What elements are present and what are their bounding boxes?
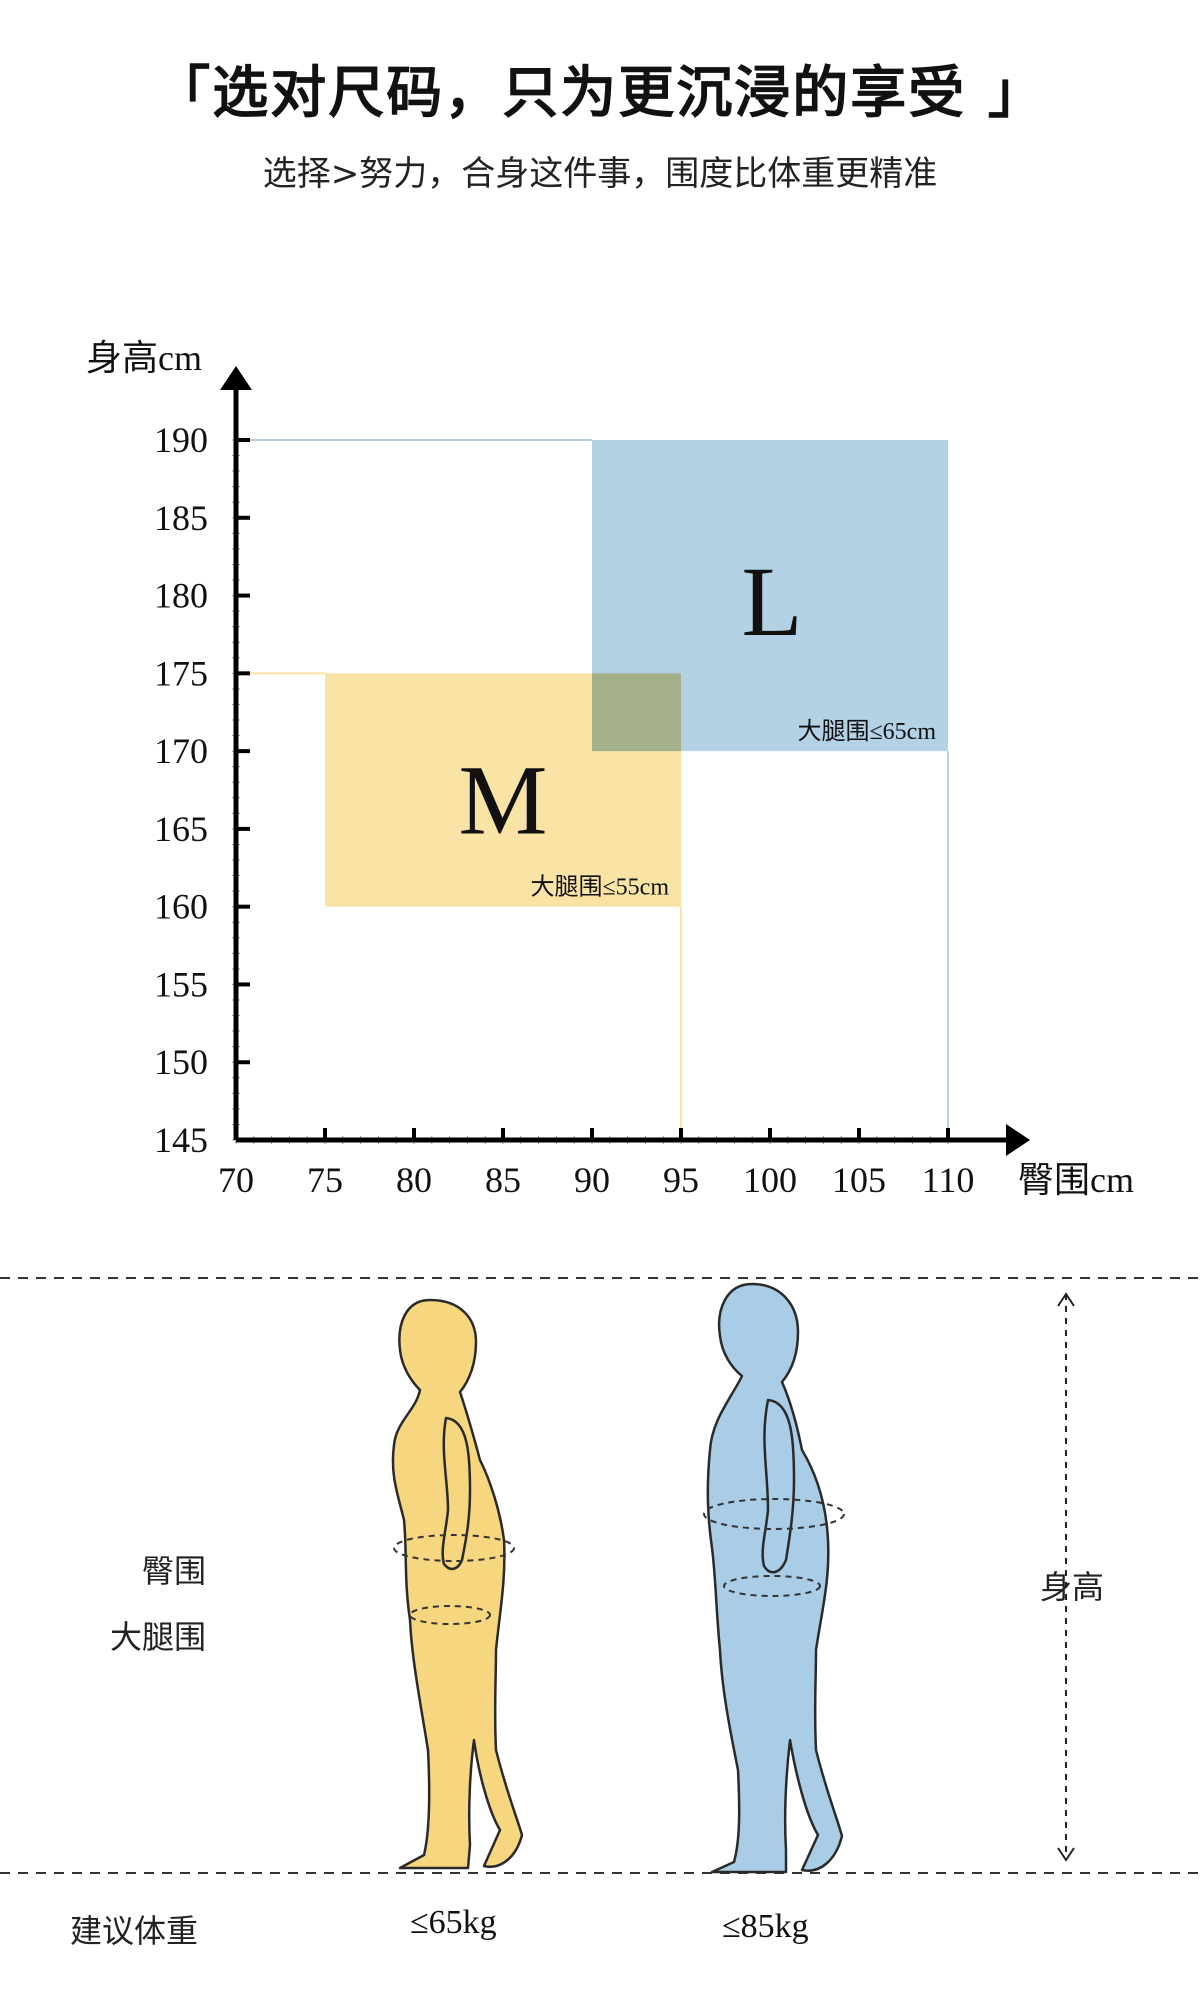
x-tick-label: 110: [922, 1160, 975, 1200]
size-note-m: 大腿围≤55cm: [531, 874, 670, 901]
l-body-figure-icon: [706, 1282, 844, 1874]
y-tick-label: 155: [154, 964, 208, 1004]
x-tick-label: 90: [574, 1160, 610, 1200]
size-region-overlap: [592, 673, 681, 752]
x-tick-label: 75: [307, 1160, 343, 1200]
y-axis-arrow-icon: [220, 366, 252, 390]
y-tick-label: 190: [154, 420, 208, 460]
y-tick-label: 170: [154, 731, 208, 771]
size-note-l: 大腿围≤65cm: [798, 718, 937, 745]
x-tick-label: 95: [663, 1160, 699, 1200]
page-title: 「选对尺码，只为更沉浸的享受 」: [154, 60, 1046, 126]
x-tick-label: 70: [218, 1160, 254, 1200]
axes-layer: [220, 366, 1030, 1156]
size-letter-m: M: [459, 744, 548, 855]
m-body-figure-icon: [391, 1298, 524, 1870]
m-weight-value: ≤65kg: [410, 1904, 497, 1941]
x-tick-label: 105: [832, 1160, 886, 1200]
l-hip-ring-icon: [703, 1498, 845, 1597]
l-weight-value: ≤85kg: [722, 1908, 809, 1945]
x-tick-label: 85: [485, 1160, 521, 1200]
hip-label: 臀围: [142, 1552, 207, 1590]
height-label: 身高: [1040, 1568, 1105, 1606]
suggested-weight-label: 建议体重: [70, 1912, 199, 1950]
m-hip-ring-icon: [393, 1534, 515, 1625]
x-tick-label: 100: [743, 1160, 797, 1200]
size-chart: 70 75 80 85 90 95 100 105 110 145 150 155 160 165 170 1…: [86, 338, 1134, 1200]
y-tick-label: 145: [154, 1120, 208, 1160]
y-tick-label: 175: [154, 653, 208, 693]
labels-layer: 70 75 80 85 90 95 100 105 110 145 150 155 160 165 170 1…: [86, 338, 1134, 1200]
x-tick-label: 80: [396, 1160, 432, 1200]
y-axis-label: 身高cm: [86, 338, 202, 378]
y-tick-label: 180: [154, 576, 208, 616]
y-tick-label: 160: [154, 887, 208, 927]
body-figures-panel: [0, 1277, 1200, 1874]
height-arrow-icon: [1057, 1292, 1075, 1862]
y-tick-label: 150: [154, 1042, 208, 1082]
page-subtitle: 选择>努力，合身这件事，围度比体重更精准: [262, 154, 938, 194]
guides-layer: [236, 439, 949, 1140]
y-tick-label: 165: [154, 809, 208, 849]
x-axis-arrow-icon: [1006, 1124, 1030, 1156]
y-tick-label: 185: [154, 498, 208, 538]
x-axis-label: 臀围cm: [1018, 1160, 1134, 1200]
thigh-label: 大腿围: [110, 1618, 207, 1656]
regions-layer: [325, 440, 948, 907]
size-letter-l: L: [741, 546, 802, 657]
